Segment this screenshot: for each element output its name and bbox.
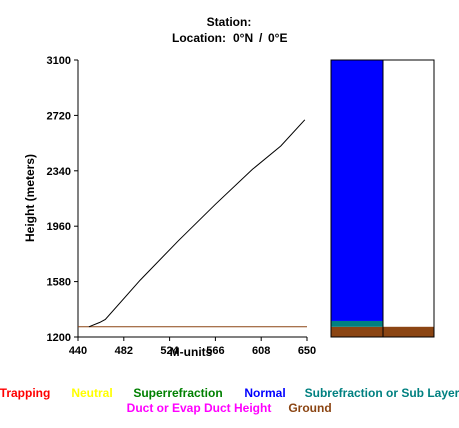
y-tick-label: 3100 [47,55,71,67]
y-axis-label: Height (meters) [23,154,37,242]
location-line: Location: 0°N / 0°E [172,31,287,45]
refraction-column [330,59,435,338]
x-tick-label: 482 [115,345,133,357]
column-segment [331,326,383,337]
legend-ground: Ground [288,401,331,415]
column-right-segment [383,326,434,337]
y-tick-label: 1200 [47,332,71,344]
x-tick-label: 650 [298,345,316,357]
legend: Trapping Neutral Superrefraction Normal … [0,386,459,415]
x-axis-label: M-units [170,345,213,359]
y-axis-ticks: 1200 1580 1960 2340 2720 3100 [47,55,78,344]
x-axis-ticks: 440 482 524 566 608 650 [69,337,316,357]
legend-subrefraction: Subrefraction or Sub Layer [305,386,459,400]
m-unit-profile-line [88,119,306,328]
plot-area: 1200 1580 1960 2340 2720 3100 440 482 524 566 608… [47,55,317,357]
y-tick-label: 2340 [47,166,71,178]
latitude-value: 0°N [233,31,253,45]
column-segment [331,320,383,327]
column-segment [331,60,383,321]
legend-normal: Normal [244,386,285,400]
legend-neutral: Neutral [71,386,112,400]
station-label: Station: [207,15,252,29]
legend-trapping: Trapping [0,386,50,400]
y-tick-label: 1960 [47,221,71,233]
x-tick-label: 524 [160,345,179,357]
x-tick-label: 566 [206,345,224,357]
y-tick-label: 2720 [47,110,71,122]
x-tick-label: 608 [252,345,270,357]
x-tick-label: 440 [69,345,87,357]
longitude-value: 0°E [268,31,287,45]
legend-superrefraction: Superrefraction [133,386,222,400]
legend-duct-height: Duct or Evap Duct Height [127,401,272,415]
y-tick-label: 1580 [47,277,71,289]
location-label: Location: [172,31,226,45]
coordinate-separator: / [259,31,263,45]
